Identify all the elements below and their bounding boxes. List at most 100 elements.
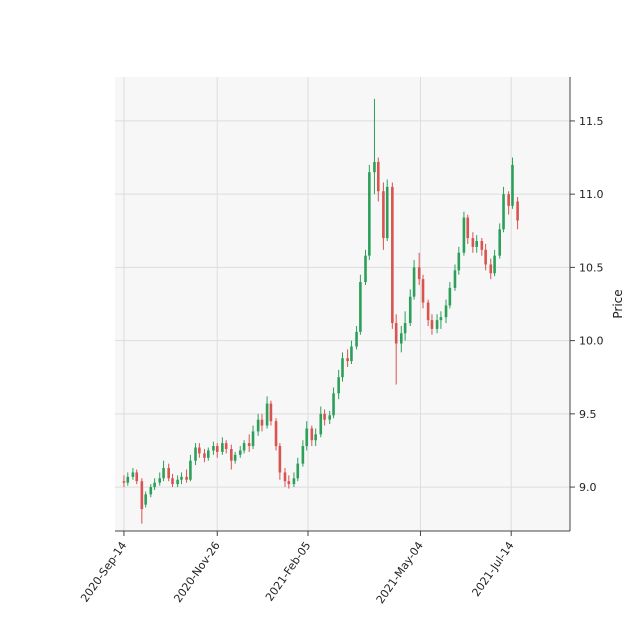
candles (122, 98, 519, 524)
candle-body (346, 358, 349, 362)
candle-body (448, 287, 452, 306)
candle-body (373, 161, 376, 173)
candle-body (511, 164, 514, 206)
candle-body (394, 323, 398, 344)
candle-body (350, 346, 353, 362)
candle-body (207, 450, 210, 458)
candle-body (153, 482, 156, 488)
candle-body (439, 317, 443, 321)
candle-body (167, 468, 170, 479)
plot-background (115, 77, 570, 531)
candle-body (176, 479, 179, 485)
candle-body (185, 476, 188, 480)
candle-body (301, 446, 305, 464)
candle-body (265, 403, 269, 426)
candle-body (435, 320, 439, 329)
candle-body (238, 450, 242, 455)
candle-body (287, 481, 291, 485)
candle-body (493, 255, 496, 274)
candle-body (305, 428, 309, 447)
candle-body (198, 447, 201, 454)
x-tick-label: 2021-Feb-05 (263, 539, 313, 603)
candle-body (126, 476, 130, 483)
y-tick-label: 9.5 (579, 408, 597, 421)
candle-body (403, 323, 407, 334)
x-tick-label: 2020-Sep-14 (78, 539, 129, 604)
candle-body (355, 331, 358, 347)
x-tick-label: 2021-Jul-14 (469, 539, 516, 599)
candle-body (251, 431, 255, 447)
candle-body (498, 229, 502, 256)
candle-body (341, 358, 344, 378)
candle-body (215, 446, 219, 452)
candle-body (323, 413, 326, 420)
x-tick-label: 2020-Nov-26 (171, 539, 222, 605)
candle-body (162, 468, 165, 479)
candle-body (426, 302, 430, 321)
candle-body (466, 217, 470, 239)
candle-body (444, 305, 448, 318)
candle-body (194, 447, 197, 461)
candle-body (382, 191, 385, 239)
candle-body (269, 403, 273, 422)
candle-body (149, 487, 153, 495)
candle-body (502, 194, 505, 230)
y-tick-label: 10.5 (579, 261, 604, 274)
candle-body (203, 453, 206, 458)
candle-body (484, 249, 487, 265)
candle-body (368, 172, 371, 256)
candle-body (430, 320, 434, 329)
candle-body (135, 472, 139, 482)
y-tick-label: 9.0 (579, 481, 597, 494)
candle-body (489, 264, 493, 274)
candle-body (140, 481, 144, 510)
candle-body (230, 448, 233, 461)
candle-body (385, 186, 389, 239)
candle-body (180, 476, 183, 480)
candle-body (328, 415, 332, 420)
candle-body (516, 201, 519, 221)
candle-body (292, 478, 296, 485)
candle-body (296, 463, 300, 479)
candle-body (310, 428, 314, 441)
candle-body (421, 279, 425, 303)
candle-body (319, 413, 323, 435)
candle-body (131, 472, 135, 477)
candle-body (158, 478, 162, 483)
grid-lines (115, 77, 570, 531)
candle-body (399, 333, 403, 344)
candle-body (274, 421, 278, 447)
candle-body (221, 443, 224, 452)
candle-body (376, 161, 380, 192)
y-tick-label: 11.5 (579, 115, 604, 128)
candle-body (359, 282, 362, 332)
candle-body (314, 434, 317, 441)
candle-body (283, 472, 287, 482)
candle-body (332, 393, 335, 416)
y-axis-label: Price (611, 289, 625, 318)
candle-body (480, 241, 484, 250)
candle-body (462, 217, 466, 253)
candle-body (247, 443, 251, 447)
candle-body (417, 267, 421, 280)
candle-body (260, 419, 264, 426)
candle-body (171, 478, 174, 485)
candle-body (475, 241, 478, 247)
candle-body (507, 194, 510, 206)
candle-body (412, 267, 416, 297)
candle-body (189, 460, 192, 480)
candle-body (457, 252, 461, 271)
candle-body (242, 443, 246, 451)
candle-body (453, 270, 457, 288)
candle-body (224, 443, 228, 449)
candle-body (391, 186, 394, 324)
x-tick-labels: 2020-Sep-14 2020-Nov-26 2021-Feb-05 2021-Ma… (78, 531, 517, 606)
candle-body (122, 481, 126, 483)
candle-body (256, 419, 260, 432)
candle-body (364, 255, 367, 283)
y-tick-label: 11.0 (579, 188, 604, 201)
candle-body (212, 446, 215, 451)
candle-body (471, 238, 475, 247)
